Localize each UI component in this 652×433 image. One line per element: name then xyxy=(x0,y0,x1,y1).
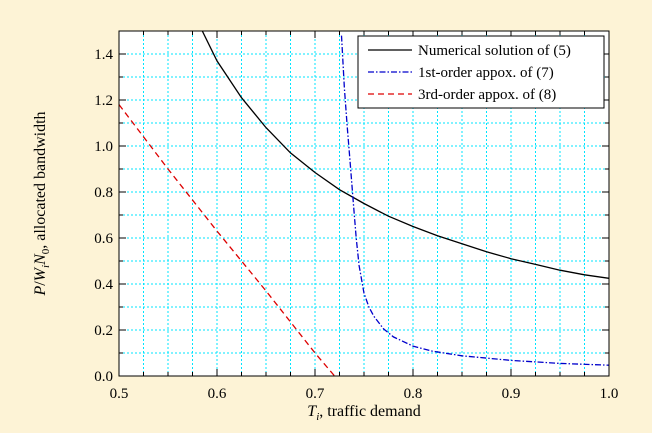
series-line-2 xyxy=(340,35,609,366)
x-tick-label: 1.0 xyxy=(600,386,619,402)
x-axis-label-text: , traffic demand xyxy=(319,403,420,420)
x-tick-label: 0.9 xyxy=(502,386,521,402)
y-tick-label: 0.8 xyxy=(94,185,113,201)
y-tick-label: 1.4 xyxy=(94,47,113,63)
legend: Numerical solution of (5) 1st-order appox… xyxy=(357,35,605,109)
y-axis-label-part: , allocated bandwidth xyxy=(32,111,49,248)
y-tick-label: 0.0 xyxy=(94,369,113,385)
x-tick-label: 0.6 xyxy=(208,386,227,402)
y-axis-label-part: / xyxy=(32,281,49,286)
series-line-3 xyxy=(119,104,336,376)
y-axis-label-part: 0 xyxy=(40,248,52,254)
y-axis-label-part: P xyxy=(32,286,49,297)
y-tick-label: 0.6 xyxy=(94,231,113,247)
y-tick-label: 0.4 xyxy=(94,277,113,293)
x-axis-label-sub: i xyxy=(316,411,319,423)
y-tick-label: 1.2 xyxy=(94,93,113,109)
legend-label-3: 3rd-order appox. of (8) xyxy=(418,87,556,103)
y-axis-label-part: W xyxy=(32,266,49,281)
y-axis-label-part: i xyxy=(40,265,52,268)
x-tick-label: 0.8 xyxy=(404,386,423,402)
x-axis-label: Ti, traffic demand xyxy=(307,403,420,423)
legend-label-1: Numerical solution of (5) xyxy=(418,43,571,59)
ticks: 0.5 0.6 0.7 0.8 0.9 1.0 0.0 0.2 0.4 0.6 0.8 1.0 1.2 1… xyxy=(94,30,619,402)
legend-label-2: 1st-order appox. of (7) xyxy=(418,65,554,81)
series-line-1 xyxy=(201,31,609,279)
y-tick-label: 1.0 xyxy=(94,139,113,155)
y-axis-label: P/WiN0, allocated bandwidth xyxy=(32,111,52,296)
y-tick-label: 0.2 xyxy=(94,323,113,339)
series-layer xyxy=(119,31,609,376)
x-tick-label: 0.5 xyxy=(110,386,129,402)
x-axis-label-var: T xyxy=(307,403,317,420)
x-tick-label: 0.7 xyxy=(306,386,325,402)
y-axis-label-part: N xyxy=(32,253,49,266)
